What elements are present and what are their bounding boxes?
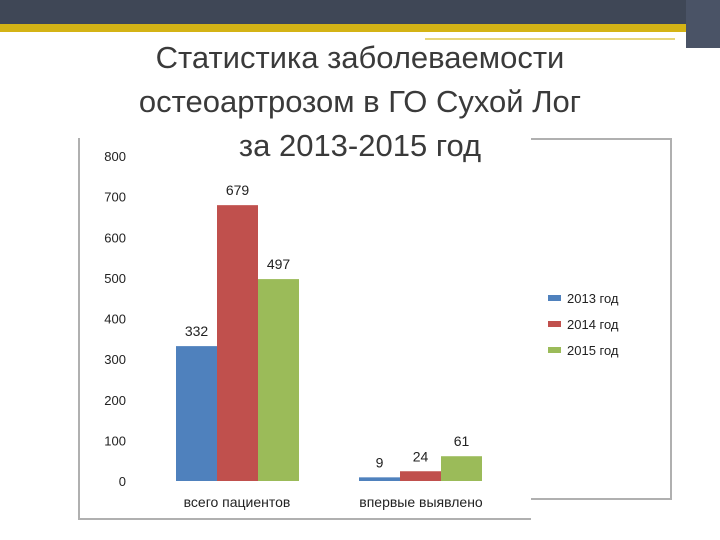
data-label: 332 <box>185 323 209 339</box>
y-tick-label: 700 <box>104 190 126 205</box>
legend-item-2013: 2013 год <box>548 285 619 311</box>
data-label: 61 <box>454 433 470 449</box>
y-tick-label: 200 <box>104 393 126 408</box>
legend-swatch-2014 <box>548 321 561 327</box>
data-label: 497 <box>267 256 291 272</box>
header-band-dark <box>0 0 720 24</box>
slide-title-line-1: Статистика заболеваемости <box>155 40 565 75</box>
y-tick-label: 800 <box>104 149 126 164</box>
slide-title: Статистика заболеваемости остеоартрозом … <box>60 36 660 168</box>
legend-swatch-2013 <box>548 295 561 301</box>
header-band-corner <box>686 0 720 48</box>
chart-legend: 2013 год 2014 год 2015 год <box>548 285 619 363</box>
y-tick-label: 100 <box>104 433 126 448</box>
legend-swatch-2015 <box>548 347 561 353</box>
category-label: впервые выявлено <box>359 494 483 510</box>
bar-2014-год-0 <box>217 205 258 481</box>
y-tick-label: 500 <box>104 271 126 286</box>
bar-2015-год-1 <box>441 456 482 481</box>
data-label: 9 <box>376 454 384 470</box>
y-axis-ticks: 0 100 200 300 400 500 600 700 800 <box>104 149 126 489</box>
y-tick-label: 400 <box>104 312 126 327</box>
bar-2013-год-1 <box>359 477 400 481</box>
header-band-gold <box>0 24 720 32</box>
header-band-thin-line <box>425 38 675 40</box>
y-tick-label: 300 <box>104 352 126 367</box>
legend-label-2014: 2014 год <box>567 316 619 332</box>
y-tick-label: 0 <box>119 474 126 489</box>
header-band <box>0 0 720 40</box>
data-labels: 332 9 679 24 497 61 <box>185 182 470 470</box>
legend-item-2015: 2015 год <box>548 337 619 363</box>
legend-label-2015: 2015 год <box>567 342 619 358</box>
category-labels: всего пациентов впервые выявлено <box>184 494 483 510</box>
legend-label-2013: 2013 год <box>567 290 619 306</box>
slide-title-line-2: остеоартрозом в ГО Сухой Лог <box>138 84 582 119</box>
category-label: всего пациентов <box>184 494 291 510</box>
data-label: 24 <box>413 448 429 464</box>
data-label: 679 <box>226 182 250 198</box>
bar-2015-год-0 <box>258 279 299 481</box>
bar-2014-год-1 <box>400 471 441 481</box>
y-tick-label: 600 <box>104 230 126 245</box>
bars <box>176 205 482 481</box>
legend-item-2014: 2014 год <box>548 311 619 337</box>
bar-2013-год-0 <box>176 346 217 481</box>
slide-title-line-3: за 2013-2015 год <box>238 128 482 163</box>
